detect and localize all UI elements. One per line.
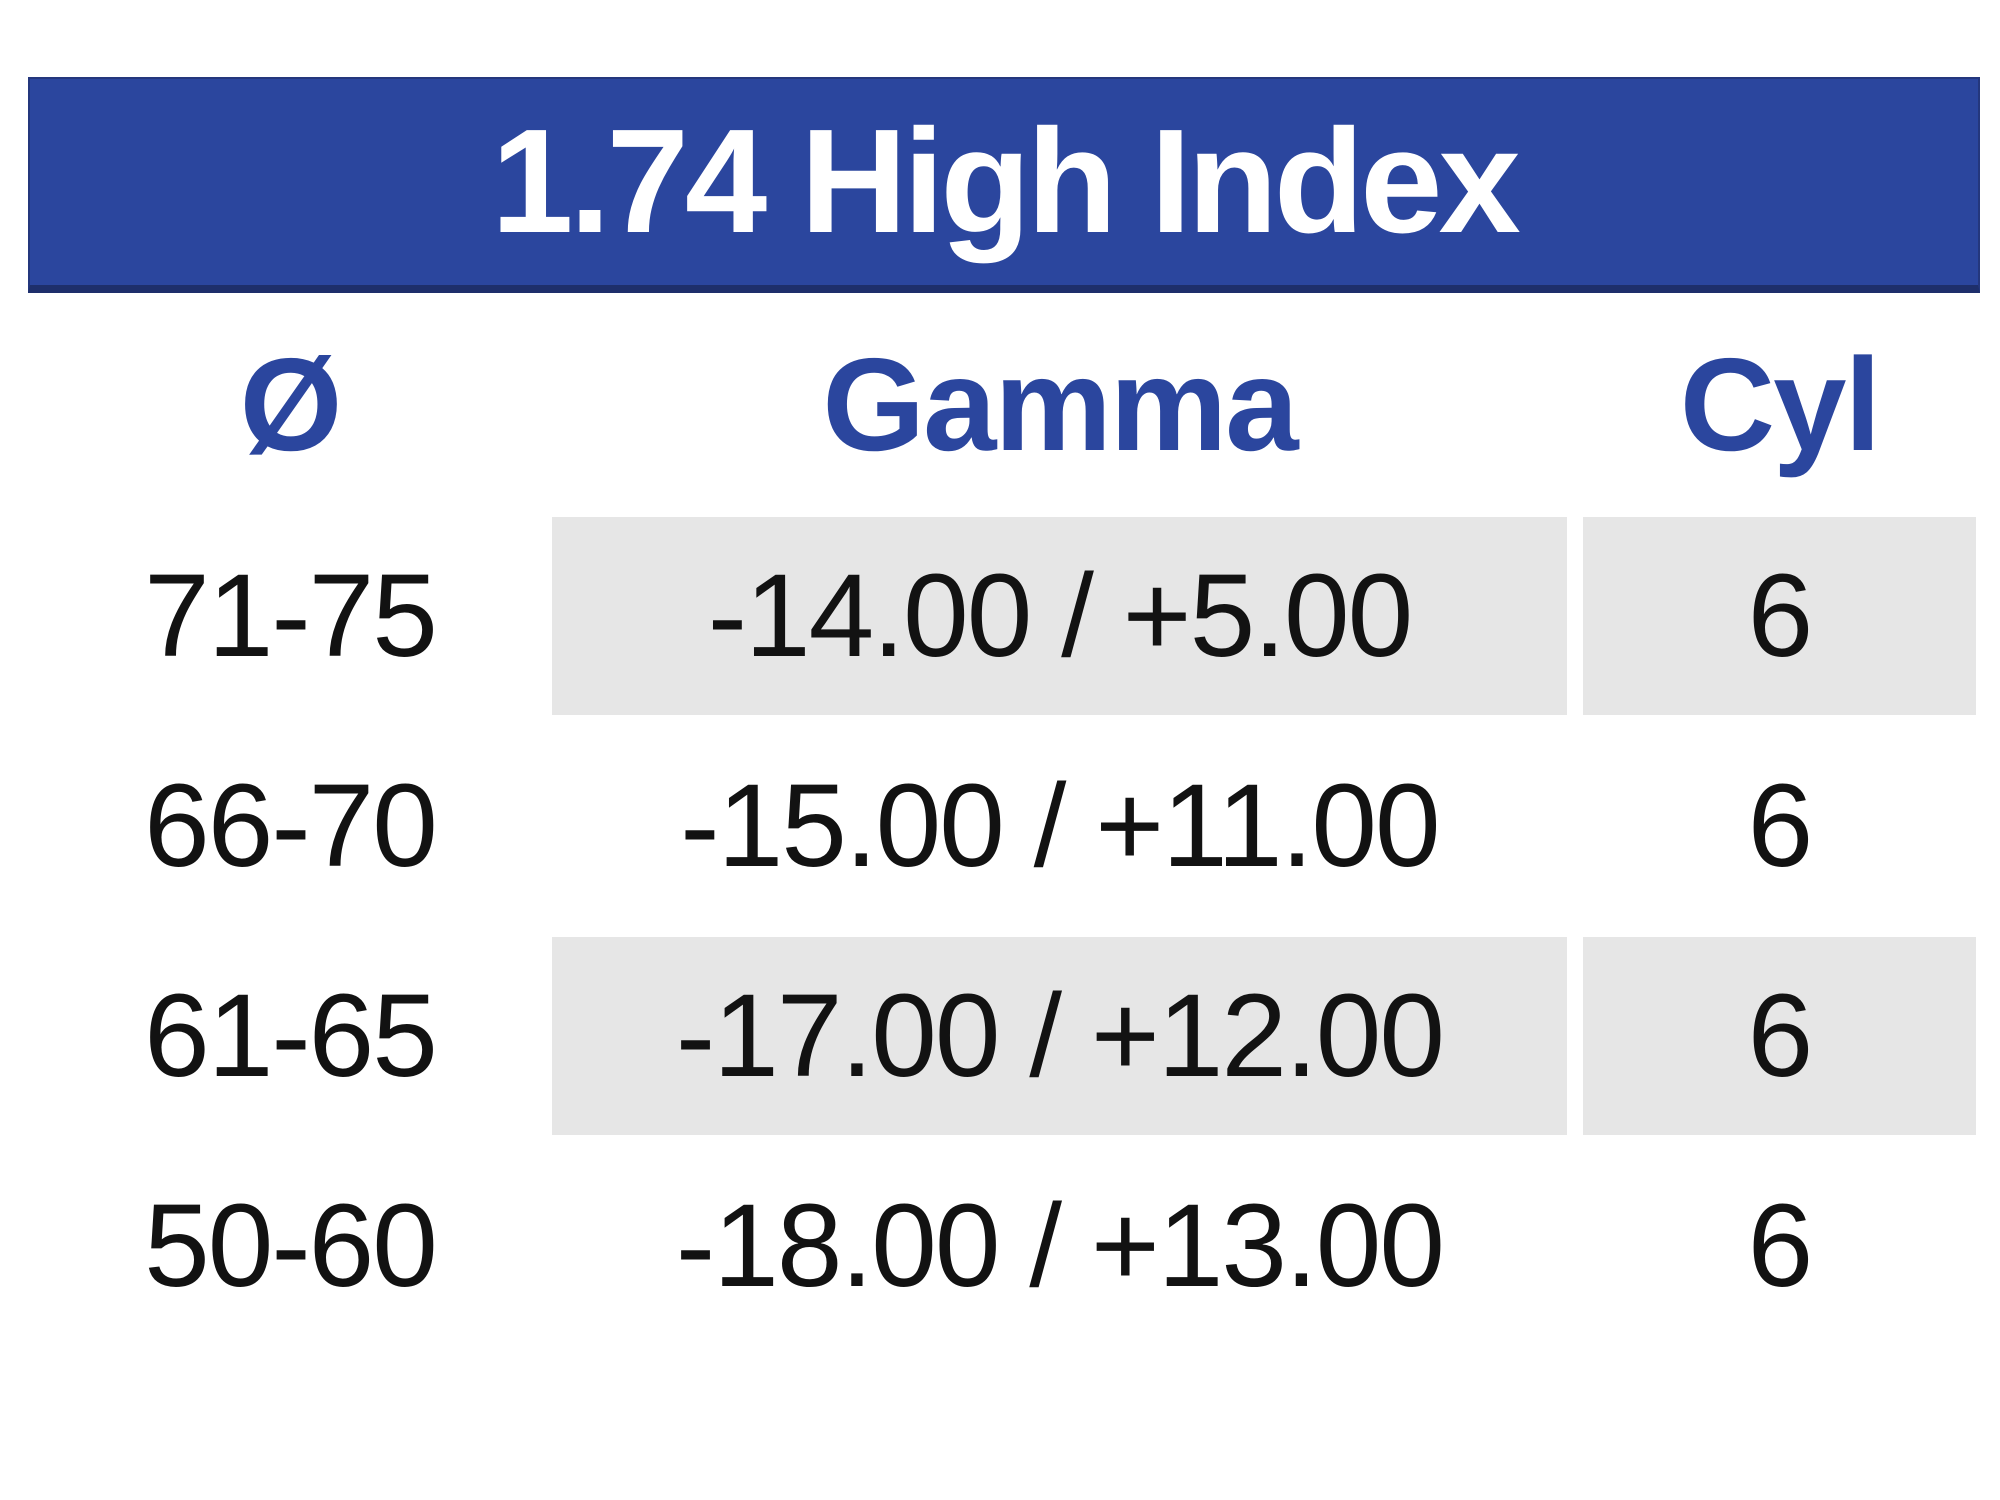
cell-gamma: -15.00 / +11.00: [680, 760, 1440, 892]
cell-diameter: 71-75: [144, 550, 438, 682]
table-row: 71-75 -14.00 / +5.00 6: [28, 517, 1976, 715]
column-header-cyl: Cyl: [1679, 331, 1881, 478]
cell-diameter: 50-60: [144, 1180, 438, 1312]
table-row: 66-70 -15.00 / +11.00 6: [28, 727, 1976, 925]
cell-cyl: 6: [1583, 517, 1976, 715]
cell-cyl: 6: [1747, 760, 1814, 892]
column-header-diameter: Ø: [239, 331, 343, 478]
cell-diameter: 66-70: [144, 760, 438, 892]
column-gap: [1567, 1147, 1583, 1345]
column-gap: [1567, 312, 1583, 498]
cell-cyl: 6: [1747, 1180, 1814, 1312]
cell-gamma: -14.00 / +5.00: [552, 517, 1567, 715]
column-gap: [1567, 517, 1583, 715]
cell-cyl: 6: [1583, 937, 1976, 1135]
table-header-row: Ø Gamma Cyl: [28, 312, 1976, 498]
cell-diameter: 61-65: [144, 970, 438, 1102]
cell-gamma: -17.00 / +12.00: [552, 937, 1567, 1135]
table-title-banner: 1.74 High Index: [28, 77, 1980, 293]
column-gap: [1567, 937, 1583, 1135]
column-header-gamma: Gamma: [822, 331, 1298, 478]
table-title: 1.74 High Index: [491, 99, 1521, 264]
cell-gamma: -18.00 / +13.00: [675, 1180, 1445, 1312]
column-gap: [1567, 727, 1583, 925]
table-row: 61-65 -17.00 / +12.00 6: [28, 937, 1976, 1135]
table-body: 71-75 -14.00 / +5.00 6 66-70 -15.00 / +1…: [28, 517, 1976, 1357]
table-row: 50-60 -18.00 / +13.00 6: [28, 1147, 1976, 1345]
